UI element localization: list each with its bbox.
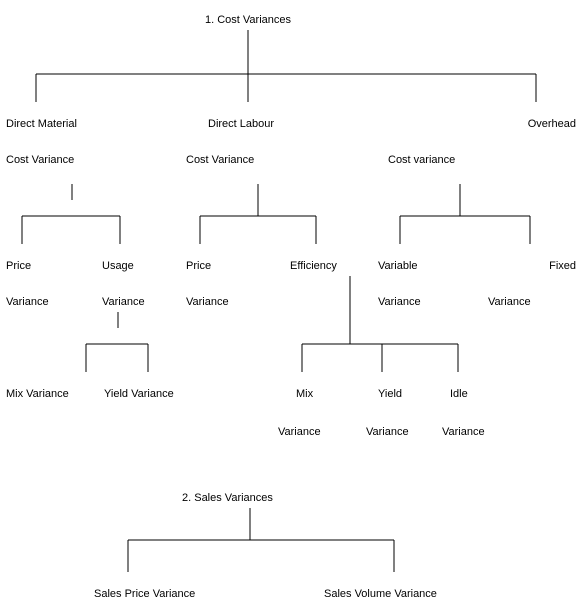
- node-eff-idle-l2: Variance: [442, 426, 485, 439]
- node-sales-volume: Sales Volume Variance: [324, 588, 437, 601]
- node-dl-efficiency-l1: Efficiency: [290, 260, 337, 273]
- node-oh-fixed-l1: Fixed: [549, 260, 576, 273]
- node-direct-labour-l2: Cost Variance: [186, 154, 254, 167]
- node-eff-mix-l2: Variance: [278, 426, 321, 439]
- node-oh-variable-l2: Variance: [378, 296, 421, 309]
- node-overhead-l2: Cost variance: [388, 154, 455, 167]
- title-sales-variances: 2. Sales Variances: [182, 492, 273, 505]
- node-oh-fixed-l2: Variance: [488, 296, 531, 309]
- node-dm-price-l1: Price: [6, 260, 31, 273]
- node-sales-price: Sales Price Variance: [94, 588, 195, 601]
- node-dl-price-l2: Variance: [186, 296, 229, 309]
- node-yield-variance: Yield Variance: [104, 388, 174, 401]
- node-dm-price-l2: Variance: [6, 296, 49, 309]
- node-dm-usage-l1: Usage: [102, 260, 134, 273]
- node-overhead-l1: Overhead: [528, 118, 576, 131]
- node-eff-yield-l2: Variance: [366, 426, 409, 439]
- node-dm-usage-l2: Variance: [102, 296, 145, 309]
- node-direct-material-l2: Cost Variance: [6, 154, 74, 167]
- node-direct-material-l1: Direct Material: [6, 118, 77, 131]
- node-dl-price-l1: Price: [186, 260, 211, 273]
- node-eff-idle-l1: Idle: [450, 388, 468, 401]
- title-cost-variances: 1. Cost Variances: [205, 14, 291, 27]
- node-oh-variable-l1: Variable: [378, 260, 418, 273]
- node-eff-mix-l1: Mix: [296, 388, 313, 401]
- node-eff-yield-l1: Yield: [378, 388, 402, 401]
- node-direct-labour-l1: Direct Labour: [208, 118, 274, 131]
- node-mix-variance: Mix Variance: [6, 388, 69, 401]
